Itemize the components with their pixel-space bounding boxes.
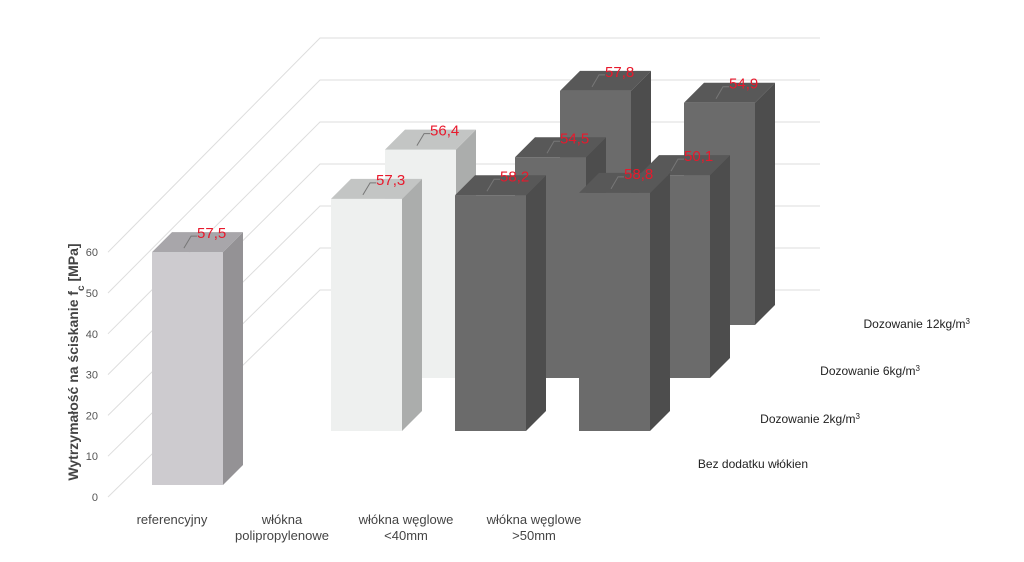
y-axis-title: Wytrzymałość na ściskanie fc [MPa] [65,243,87,480]
depth-labels: Bez dodatku włókien Dozowanie 2kg/m3 Dozow… [698,317,971,472]
value-label: 58,2 [500,168,529,185]
gridline [107,79,820,294]
label-leader [715,86,729,99]
value-label: 56,4 [430,123,459,140]
bar-side [650,172,670,431]
depth-series-label: Bez dodatku włókien [698,457,808,471]
label-leader [610,176,624,190]
bar-front [152,252,223,485]
bar [455,175,546,431]
value-labels: 57,8 54,9 56,4 54,5 50,1 57,3 58,2 58,8 57,5 [183,64,758,249]
label-leader [670,158,684,172]
bar-top [455,175,546,196]
value-label: 58,8 [624,166,653,183]
bars [152,70,775,485]
bar-front [455,195,526,431]
value-label: 54,5 [560,130,589,147]
value-label: 57,5 [197,225,226,242]
label-leader [546,140,560,154]
label-leader [416,133,431,146]
bar-top [331,178,422,199]
category-label: włókna węglowe <40mm [358,512,454,543]
bar-side [710,155,730,378]
value-label: 50,1 [684,148,713,165]
bar-side [223,232,243,485]
bar-side [526,175,546,431]
label-leader [183,235,198,249]
y-tick-label: 20 [86,410,98,422]
bar-side [402,178,422,431]
bar-front [579,192,650,431]
bar [579,172,670,431]
bar [152,232,243,485]
bar-top [560,70,651,91]
depth-series-label: Dozowanie 2kg/m3 [760,412,860,427]
label-leader [591,74,605,88]
category-label: referencyjny [137,512,208,527]
label-leader [362,182,377,196]
value-label: 57,3 [376,172,405,189]
category-label: włókna węglowe >50mm [486,512,582,543]
bar-top [152,232,243,253]
y-tick-label: 10 [86,451,98,463]
category-labels: referencyjny włókna polipropylenowe włókna … [137,512,582,543]
category-label: włókna polipropylenowe [235,512,329,543]
y-tick-label: 60 [86,247,98,259]
label-leader [486,178,501,192]
bar-top [684,82,775,103]
bar-top [515,137,606,158]
y-tick-label: 40 [86,329,98,341]
bar-top [579,172,670,193]
depth-series-label: Dozowanie 6kg/m3 [820,364,920,379]
bar [331,178,422,431]
depth-series-label: Dozowanie 12kg/m3 [863,317,970,332]
bar-side [755,82,775,325]
y-tick-label: 50 [86,288,98,300]
value-label: 54,9 [729,76,758,93]
bar-top [385,129,476,150]
y-tick-label: 30 [86,370,98,382]
y-tick-label: 0 [92,492,98,504]
value-label: 57,8 [605,64,634,81]
gridline [107,37,820,253]
bar-front [331,198,402,431]
bar-top [639,155,730,176]
